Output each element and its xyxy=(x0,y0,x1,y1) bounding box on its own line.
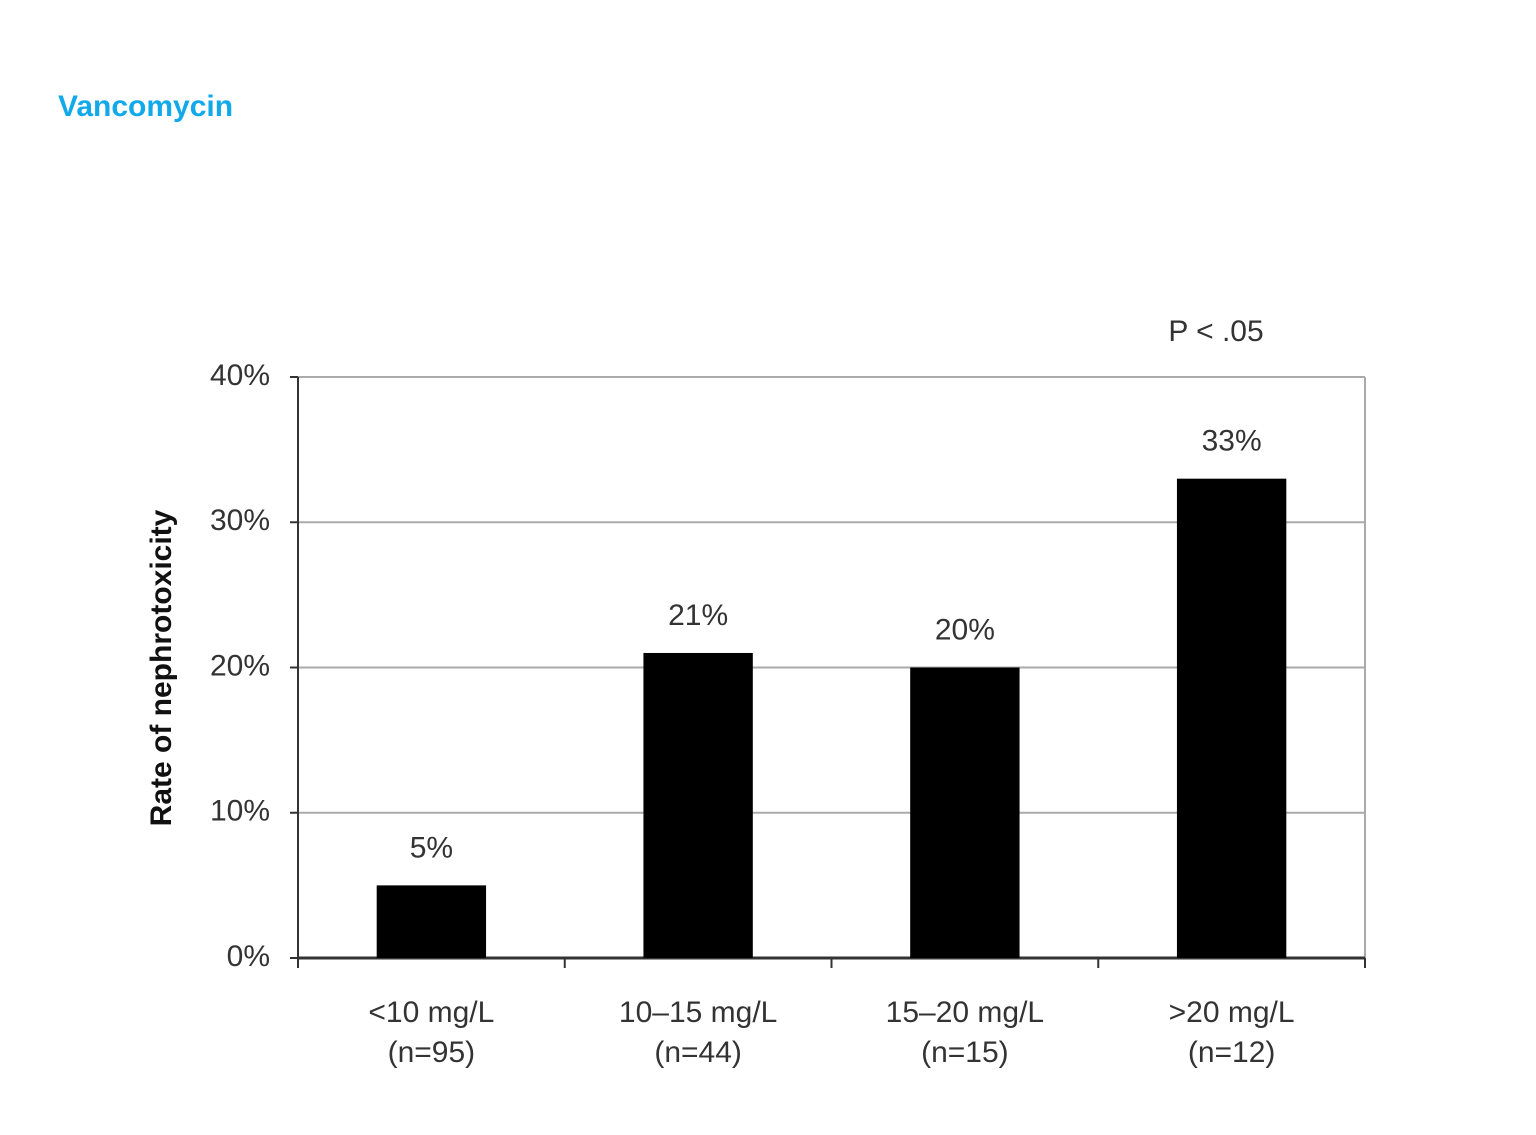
annotation: P < .05 xyxy=(1168,315,1263,348)
x-tick-label: <10 mg/L xyxy=(368,996,494,1029)
value-label: 33% xyxy=(1202,425,1262,458)
x-tick-label: >20 mg/L xyxy=(1169,996,1295,1029)
value-label: 21% xyxy=(668,599,728,632)
y-tick-label: 0% xyxy=(227,940,270,973)
sample-size: (n=12) xyxy=(1188,1036,1276,1069)
bar xyxy=(910,667,1020,958)
bar xyxy=(643,652,753,958)
bar xyxy=(1176,478,1287,958)
x-tick-label: 15–20 mg/L xyxy=(886,996,1044,1029)
chart-title: Vancomycin xyxy=(58,90,233,123)
y-tick-label: 30% xyxy=(210,504,270,537)
sample-size: (n=44) xyxy=(654,1036,742,1069)
y-tick-label: 20% xyxy=(210,649,270,682)
sample-size: (n=15) xyxy=(921,1036,1009,1069)
value-label: 5% xyxy=(410,831,453,864)
x-tick-label: 10–15 mg/L xyxy=(619,996,777,1029)
y-axis-label: Rate of nephrotoxicity xyxy=(145,509,178,826)
value-label: 20% xyxy=(935,613,995,646)
y-tick-label: 40% xyxy=(210,359,270,392)
y-tick-label: 10% xyxy=(210,795,270,828)
bar xyxy=(376,885,487,958)
sample-size: (n=95) xyxy=(388,1036,476,1069)
